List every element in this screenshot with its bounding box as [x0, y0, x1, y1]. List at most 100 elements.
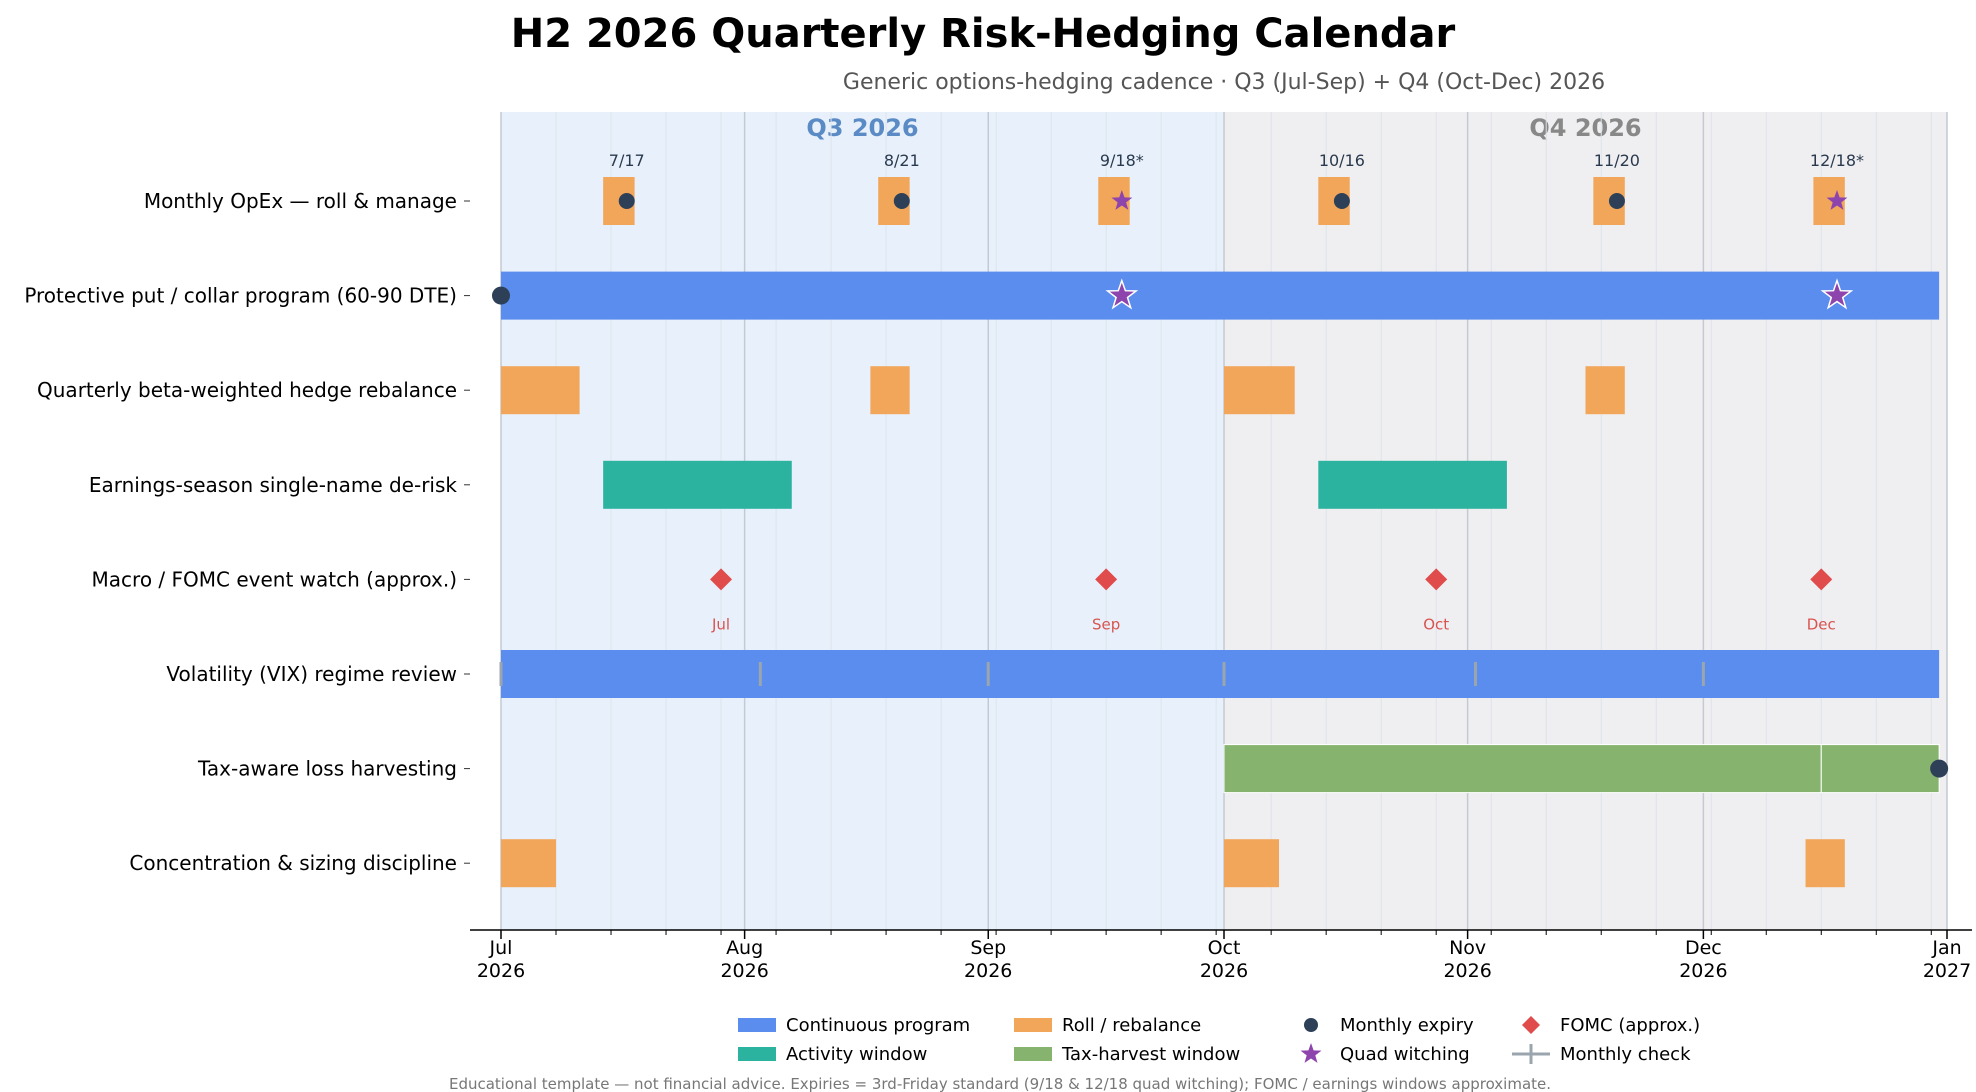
grid-lines: [500, 112, 1948, 930]
expiry-label: 7/17: [609, 151, 645, 170]
timeline-bar-roll: [1224, 366, 1295, 415]
marker-quad: [1820, 278, 1854, 310]
marker-fomc: [1810, 568, 1833, 591]
row-label: Macro / FOMC event watch (approx.): [92, 567, 457, 591]
marker-quad: [1826, 190, 1848, 210]
timeline-bar-continuous: [501, 650, 1940, 698]
legend-label: Monthly check: [1560, 1044, 1691, 1065]
x-tick-month: Aug: [726, 937, 763, 959]
timeline-row: Macro / FOMC event watch (approx.) Jul Sep…: [92, 567, 1836, 633]
timeline-bar-roll: [501, 839, 557, 888]
marker-fomc: [710, 568, 733, 591]
expiry-label: 12/18*: [1810, 151, 1864, 170]
timeline-bar-tax: [1223, 744, 1822, 794]
marker-expiry: [1930, 759, 1949, 778]
timeline-row: Concentration & sizing discipline: [129, 839, 1845, 888]
timeline-bar-activity: [603, 460, 792, 509]
legend-entry: Monthly check: [1512, 1044, 1691, 1065]
legend-entry: Quad witching: [1300, 1043, 1470, 1065]
row-label: Protective put / collar program (60-90 D…: [24, 284, 457, 308]
quarter-label: Q3 2026: [806, 114, 918, 142]
row-label: Quarterly beta-weighted hedge rebalance: [37, 378, 457, 402]
legend-label: FOMC (approx.): [1560, 1015, 1700, 1036]
timeline-bar-continuous: [501, 271, 1940, 320]
legend-entry: Continuous program: [738, 1015, 970, 1036]
timeline-bar-activity: [1318, 460, 1507, 509]
x-tick-year: 2026: [720, 960, 768, 982]
expiry-label: 10/16: [1319, 151, 1365, 170]
marker-expiry: [492, 286, 510, 305]
legend-swatch-quad: [1300, 1043, 1322, 1063]
x-tick-year: 2026: [1200, 960, 1248, 982]
x-tick-month: Nov: [1449, 937, 1486, 959]
fomc-label: Sep: [1092, 615, 1120, 633]
marker-expiry: [1333, 193, 1350, 209]
expiry-label: 8/21: [884, 151, 920, 170]
marker-fomc: [1425, 568, 1448, 591]
timeline-rows: Monthly OpEx — roll & manage 7/17 8/21 9/18…: [24, 151, 1949, 888]
legend-swatch-fomc: [1522, 1016, 1540, 1034]
legend-swatch-roll: [1014, 1018, 1052, 1032]
row-label: Concentration & sizing discipline: [129, 851, 457, 875]
timeline-row: Monthly OpEx — roll & manage 7/17 8/21 9/18…: [144, 151, 1864, 225]
timeline-bar-roll: [1805, 839, 1845, 888]
marker-expiry: [618, 193, 635, 209]
row-label: Volatility (VIX) regime review: [166, 662, 457, 686]
fomc-label: Jul: [711, 615, 730, 633]
legend-label: Monthly expiry: [1340, 1015, 1474, 1036]
fomc-label: Dec: [1807, 615, 1836, 633]
legend-swatch-continuous: [738, 1018, 776, 1032]
x-tick-month: Jul: [489, 937, 513, 959]
marker-fomc: [1095, 568, 1118, 591]
x-tick-month: Dec: [1685, 937, 1722, 959]
legend-swatch-activity: [738, 1047, 776, 1061]
legend-label: Quad witching: [1340, 1044, 1470, 1065]
legend-entry: Activity window: [738, 1044, 927, 1065]
timeline-row: Quarterly beta-weighted hedge rebalance: [37, 366, 1625, 415]
legend-entry: Roll / rebalance: [1014, 1015, 1201, 1036]
timeline-bar-roll: [1224, 839, 1280, 888]
row-label: Tax-aware loss harvesting: [197, 757, 457, 781]
expiry-label: 9/18*: [1100, 151, 1144, 170]
marker-expiry: [1608, 193, 1625, 209]
timeline-bar-roll: [1585, 366, 1625, 415]
x-tick-year: 2026: [964, 960, 1012, 982]
expiry-label: 11/20: [1594, 151, 1640, 170]
chart-title: H2 2026 Quarterly Risk-Hedging Calendar: [511, 11, 1456, 57]
marker-quad: [1111, 190, 1133, 210]
legend-label: Activity window: [786, 1044, 927, 1065]
x-axis: Jul2026Aug2026Sep2026Oct2026Nov2026Dec20…: [470, 929, 1972, 982]
quarter-band: [501, 112, 1224, 930]
x-tick-year: 2026: [1679, 960, 1727, 982]
marker-quad: [1105, 278, 1139, 310]
legend-label: Roll / rebalance: [1062, 1015, 1201, 1036]
footnote: Educational template — not financial adv…: [449, 1075, 1551, 1092]
row-label: Earnings-season single-name de-risk: [89, 473, 458, 497]
fomc-label: Oct: [1423, 615, 1449, 633]
x-tick-month: Sep: [970, 937, 1006, 959]
quarter-label: Q4 2026: [1529, 114, 1641, 142]
timeline-row: Earnings-season single-name de-risk: [89, 460, 1507, 509]
legend-swatch-tax: [1014, 1047, 1052, 1061]
marker-expiry: [893, 193, 910, 209]
legend-swatch-expiry: [1304, 1018, 1318, 1032]
x-tick-year: 2026: [1443, 960, 1491, 982]
quarter-band: [1224, 112, 1947, 930]
legend-label: Continuous program: [786, 1015, 970, 1036]
legend-entry: FOMC (approx.): [1522, 1015, 1700, 1036]
x-tick-year: 2027: [1923, 960, 1971, 982]
timeline-row: Tax-aware loss harvesting: [197, 744, 1949, 794]
timeline-row: Volatility (VIX) regime review: [166, 650, 1940, 698]
x-tick-month: Jan: [1931, 937, 1961, 959]
quarter-bands: Q3 2026 Q4 2026: [501, 112, 1947, 930]
legend-entry: Monthly expiry: [1304, 1015, 1474, 1036]
x-tick-month: Oct: [1208, 937, 1241, 959]
timeline-row: Protective put / collar program (60-90 D…: [24, 271, 1940, 320]
timeline-bar-roll: [870, 366, 910, 415]
timeline-bar-tax: [1820, 744, 1940, 794]
chart-subtitle: Generic options-hedging cadence · Q3 (Ju…: [843, 70, 1605, 95]
x-tick-year: 2026: [477, 960, 525, 982]
legend-label: Tax-harvest window: [1061, 1044, 1240, 1065]
row-label: Monthly OpEx — roll & manage: [144, 189, 457, 213]
